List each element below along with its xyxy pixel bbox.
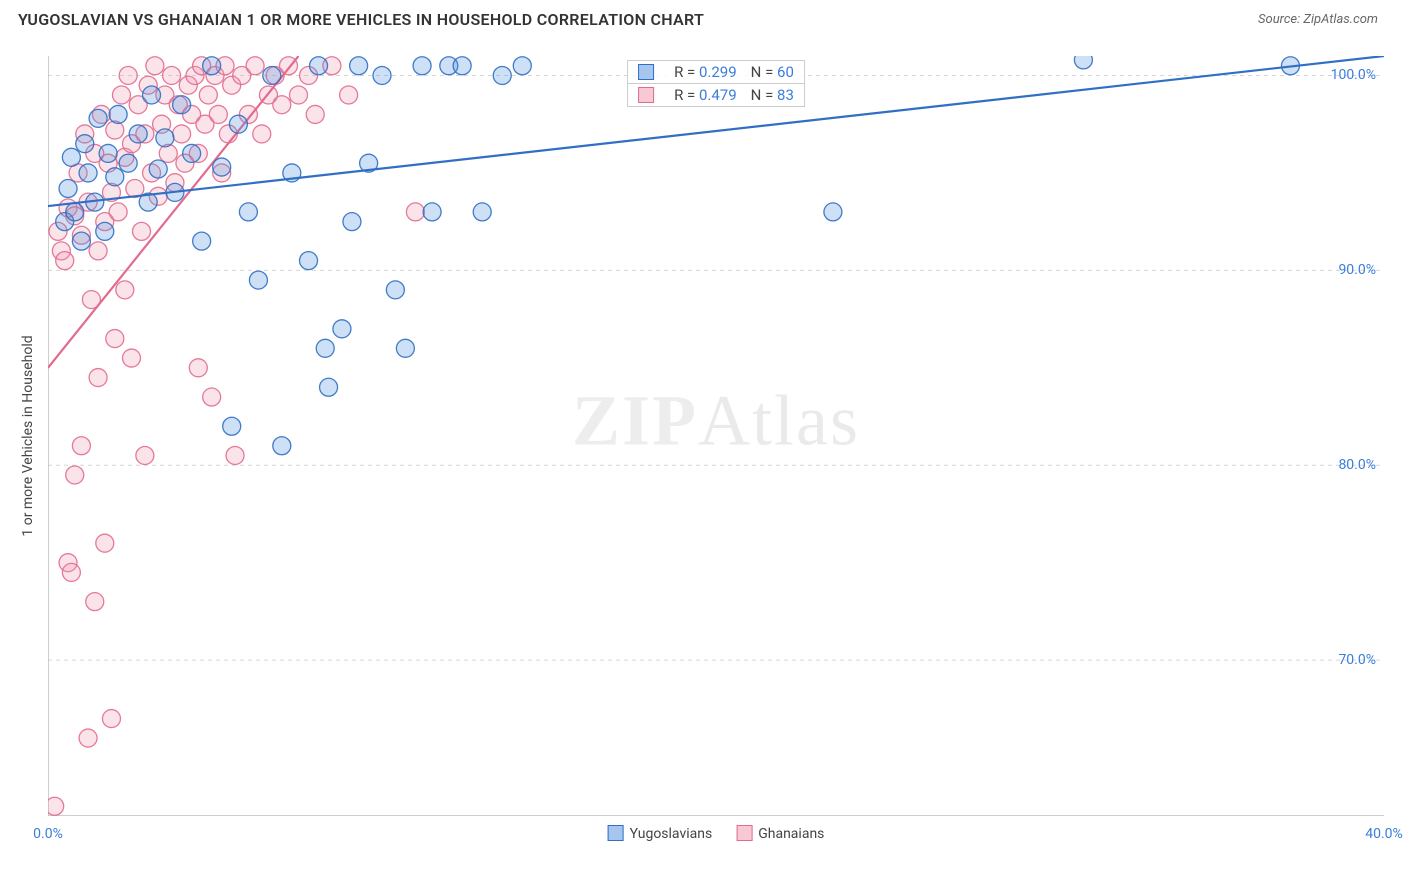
stat-r-label: R = 0.479	[674, 86, 737, 104]
x-axis-legend: Yugoslavians Ghanaians	[608, 825, 825, 842]
chart-area: 1 or more Vehicles in Household R = 0.29…	[48, 56, 1384, 816]
y-tick-label: 100.0%	[1331, 67, 1376, 83]
legend-item-ghanaians: Ghanaians	[736, 825, 824, 842]
y-axis-label: 1 or more Vehicles in Household	[20, 335, 36, 536]
y-tick-label: 80.0%	[1338, 457, 1376, 473]
stat-n-label: N = 83	[751, 86, 794, 104]
stats-row-ghanaians: R = 0.479 N = 83	[627, 84, 805, 107]
legend-label: Yugoslavians	[630, 826, 713, 842]
y-tick-label: 90.0%	[1338, 262, 1376, 278]
stat-r-label: R = 0.299	[674, 63, 737, 81]
swatch-yugoslavians-icon	[608, 825, 624, 841]
swatch-ghanaians-icon	[638, 87, 654, 103]
stat-r-value: 0.479	[699, 86, 737, 104]
scatter-plot	[48, 56, 1384, 816]
y-tick-label: 70.0%	[1338, 652, 1376, 668]
stat-n-value: 83	[777, 86, 794, 104]
swatch-yugoslavians-icon	[638, 64, 654, 80]
chart-title: YUGOSLAVIAN VS GHANAIAN 1 OR MORE VEHICL…	[18, 10, 704, 29]
x-tick-label: 0.0%	[33, 826, 63, 842]
x-tick-label: 40.0%	[1365, 826, 1403, 842]
stats-legend: R = 0.299 N = 60 R = 0.479 N = 83	[627, 60, 805, 107]
chart-container: YUGOSLAVIAN VS GHANAIAN 1 OR MORE VEHICL…	[0, 0, 1406, 892]
legend-label: Ghanaians	[758, 826, 824, 842]
source-label: Source: ZipAtlas.com	[1258, 12, 1378, 27]
stats-row-yugoslavians: R = 0.299 N = 60	[627, 60, 805, 84]
swatch-ghanaians-icon	[736, 825, 752, 841]
stat-n-label: N = 60	[751, 63, 794, 81]
legend-item-yugoslavians: Yugoslavians	[608, 825, 713, 842]
stat-r-value: 0.299	[699, 63, 737, 81]
stat-n-value: 60	[777, 63, 794, 81]
header-row: YUGOSLAVIAN VS GHANAIAN 1 OR MORE VEHICL…	[0, 0, 1406, 35]
